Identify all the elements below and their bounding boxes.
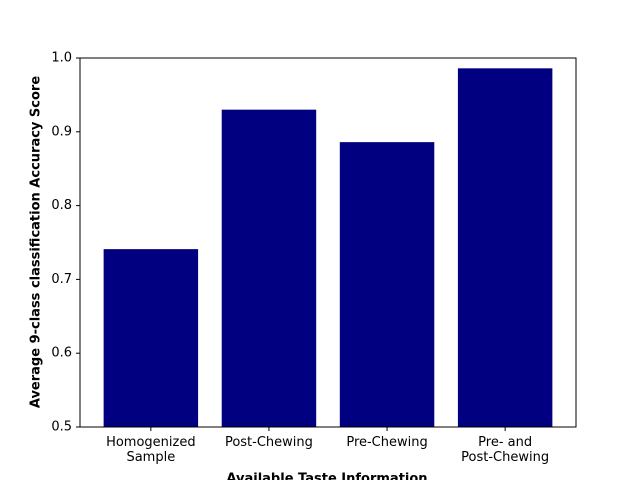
y-tick-label: 0.8 xyxy=(51,198,72,213)
x-tick-label: Pre-Chewing xyxy=(346,435,428,450)
y-tick-label: 1.0 xyxy=(51,51,72,66)
y-axis-label: Average 9-class classification Accuracy … xyxy=(29,76,44,408)
y-tick-label: 0.9 xyxy=(51,124,72,139)
x-tick-label: Pre- and Post-Chewing xyxy=(461,435,550,465)
x-tick-label: Post-Chewing xyxy=(224,435,313,450)
bar xyxy=(221,109,317,427)
bar xyxy=(103,249,199,427)
x-axis-label: Available Taste Information xyxy=(226,472,427,480)
bar xyxy=(339,142,435,427)
plot-frame xyxy=(79,57,577,428)
y-tick-label: 0.6 xyxy=(51,346,72,361)
y-tick-label: 0.7 xyxy=(51,272,72,287)
x-tick-label: Homogenized Sample xyxy=(106,435,196,465)
bar xyxy=(457,68,553,427)
y-tick-label: 0.5 xyxy=(51,420,72,435)
